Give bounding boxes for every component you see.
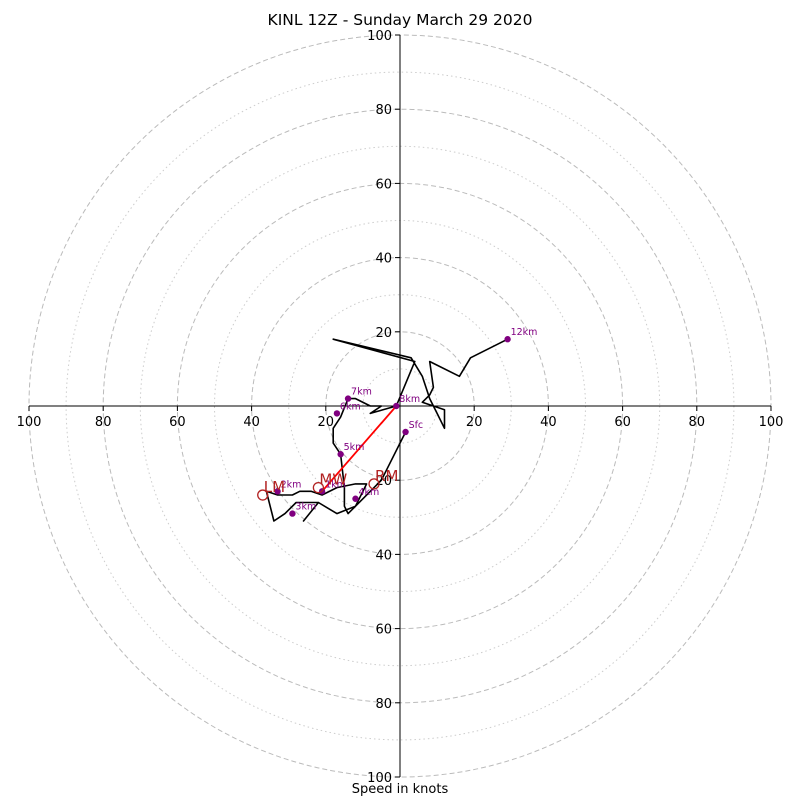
y-tick-label: 60: [375, 623, 392, 638]
height-marker: [337, 451, 344, 458]
x-tick-label: 20: [318, 415, 335, 430]
x-tick-label: 100: [759, 415, 784, 430]
y-tick-label: 40: [375, 548, 392, 563]
height-marker: [333, 410, 341, 417]
height-marker: [274, 488, 281, 495]
x-tick-label: 20: [466, 415, 483, 430]
height-marker: [289, 510, 296, 517]
height-label: 7km: [351, 387, 372, 398]
x-tick-label: 80: [95, 415, 112, 430]
storm-motion-marker: [312, 481, 325, 494]
x-tick-label: 60: [169, 415, 186, 430]
storm-motion-label: RM: [375, 467, 398, 485]
y-tick-label: 60: [375, 177, 392, 192]
height-label: 4km: [358, 487, 379, 498]
height-label: 5km: [344, 442, 365, 453]
y-tick-label: 100: [367, 771, 392, 786]
x-tick-label: 60: [614, 415, 631, 430]
hodograph-trace: [265, 338, 508, 522]
height-label: 8km: [399, 394, 420, 405]
height-label: 3km: [295, 502, 316, 513]
storm-motion-label: LM: [264, 478, 285, 496]
chart-title: KINL 12Z - Sunday March 29 2020: [267, 11, 533, 29]
height-label: 2km: [281, 479, 302, 490]
storm-motion-marker: [368, 478, 380, 490]
y-tick-label: 80: [375, 697, 392, 712]
storm-motion-marker: [257, 489, 269, 501]
x-tick-label: 80: [689, 415, 706, 430]
y-tick-label: 20: [375, 474, 392, 489]
height-label: 1km: [325, 479, 346, 490]
height-label: 12km: [511, 327, 538, 338]
x-tick-label: 100: [17, 415, 42, 430]
height-marker: [504, 336, 511, 343]
height-label: 6km: [340, 401, 361, 412]
shear-vector: [321, 405, 397, 492]
y-tick-label: 80: [375, 103, 392, 118]
height-marker: [393, 402, 400, 410]
storm-motion-label: MW: [319, 471, 347, 489]
height-label: Sfc: [409, 420, 424, 431]
height-marker: [352, 495, 359, 502]
height-marker: [402, 428, 409, 436]
y-tick-label: 40: [375, 252, 392, 267]
height-marker: [344, 395, 352, 402]
y-tick-label: 20: [375, 326, 392, 341]
y-tick-label: 100: [367, 29, 392, 44]
x-axis-label: Speed in knots: [351, 782, 449, 797]
x-tick-label: 40: [243, 415, 260, 430]
x-tick-label: 40: [540, 415, 557, 430]
